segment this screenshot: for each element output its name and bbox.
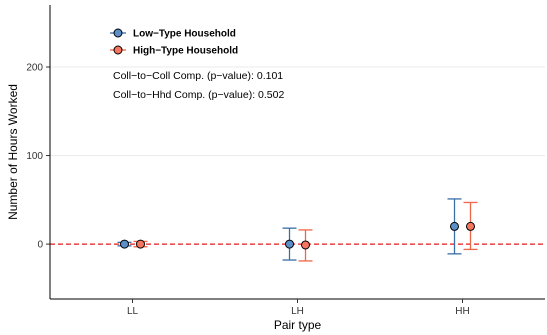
data-point: [120, 239, 129, 249]
legend-entry: Low−Type Household: [133, 29, 236, 40]
y-tick-label: 200: [26, 62, 43, 73]
series-marks: [117, 198, 478, 262]
data-point: [301, 240, 310, 250]
legend-key-point: [113, 28, 123, 38]
annotation-text: Coll−to−Coll Comp. (p−value): 0.101: [113, 70, 283, 82]
y-tick-label: 100: [26, 151, 43, 162]
annotation-text: Coll−to−Hhd Comp. (p−value): 0.502: [113, 89, 284, 101]
legend-key-point: [113, 45, 123, 55]
x-tick-label: LL: [127, 306, 139, 317]
legend: Low−Type Household High−Type Household: [110, 28, 238, 57]
y-axis-title: Number of Hours Worked: [6, 84, 20, 220]
data-point: [450, 221, 459, 231]
data-point: [466, 221, 475, 231]
data-point: [285, 239, 294, 249]
x-tick-label: HH: [455, 306, 469, 317]
x-tick-label: LH: [291, 306, 304, 317]
legend-entry: High−Type Household: [133, 46, 238, 57]
data-point: [136, 239, 145, 249]
axes: 0 100 200 LL LH HH: [26, 5, 545, 317]
y-tick-label: 0: [37, 240, 43, 251]
x-axis-title: Pair type: [274, 318, 322, 332]
gridlines: [50, 66, 545, 157]
annotations: Coll−to−Coll Comp. (p−value): 0.101 Coll−…: [113, 70, 284, 101]
